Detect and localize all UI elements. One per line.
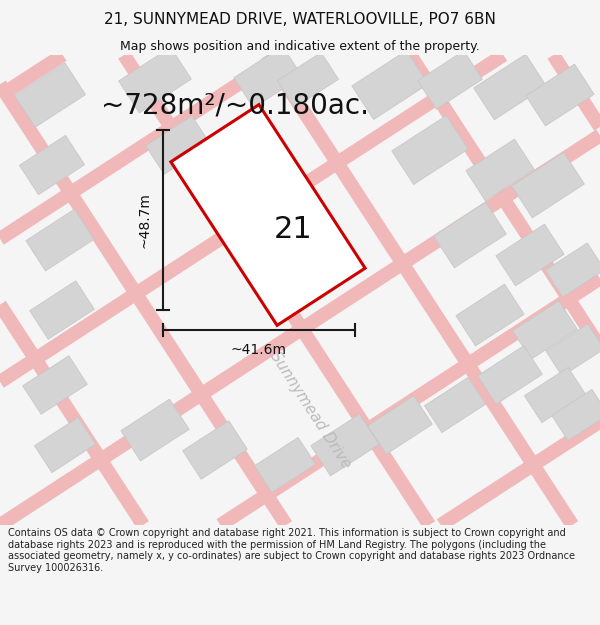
Polygon shape [545, 243, 600, 297]
Text: ~41.6m: ~41.6m [231, 343, 287, 357]
Polygon shape [277, 52, 338, 107]
Text: Contains OS data © Crown copyright and database right 2021. This information is : Contains OS data © Crown copyright and d… [8, 528, 575, 572]
Polygon shape [234, 46, 302, 108]
Polygon shape [512, 152, 584, 218]
Polygon shape [311, 414, 379, 476]
Polygon shape [478, 346, 542, 404]
Text: ~48.7m: ~48.7m [138, 192, 152, 248]
Polygon shape [23, 356, 88, 414]
Polygon shape [456, 284, 524, 346]
Polygon shape [171, 104, 365, 326]
Polygon shape [496, 224, 564, 286]
Polygon shape [392, 116, 468, 184]
Polygon shape [526, 64, 594, 126]
Text: 21: 21 [274, 216, 313, 244]
Polygon shape [512, 301, 577, 359]
Polygon shape [119, 47, 191, 113]
Polygon shape [182, 421, 247, 479]
Polygon shape [546, 324, 600, 376]
Text: Map shows position and indicative extent of the property.: Map shows position and indicative extent… [120, 39, 480, 52]
Polygon shape [29, 281, 94, 339]
Polygon shape [473, 54, 547, 120]
Polygon shape [552, 389, 600, 441]
Polygon shape [434, 202, 506, 268]
Polygon shape [19, 136, 85, 194]
Text: ~728m²/~0.180ac.: ~728m²/~0.180ac. [101, 91, 369, 119]
Text: Sunnymead Drive: Sunnymead Drive [266, 349, 353, 471]
Polygon shape [34, 418, 95, 472]
Polygon shape [254, 438, 316, 493]
Polygon shape [352, 51, 428, 119]
Polygon shape [368, 396, 433, 454]
Polygon shape [26, 209, 94, 271]
Polygon shape [524, 368, 586, 423]
Polygon shape [466, 139, 534, 201]
Polygon shape [121, 399, 189, 461]
Text: 21, SUNNYMEAD DRIVE, WATERLOOVILLE, PO7 6BN: 21, SUNNYMEAD DRIVE, WATERLOOVILLE, PO7 … [104, 12, 496, 27]
Polygon shape [418, 51, 482, 109]
Polygon shape [424, 378, 485, 432]
Polygon shape [146, 116, 211, 174]
Polygon shape [14, 62, 86, 127]
